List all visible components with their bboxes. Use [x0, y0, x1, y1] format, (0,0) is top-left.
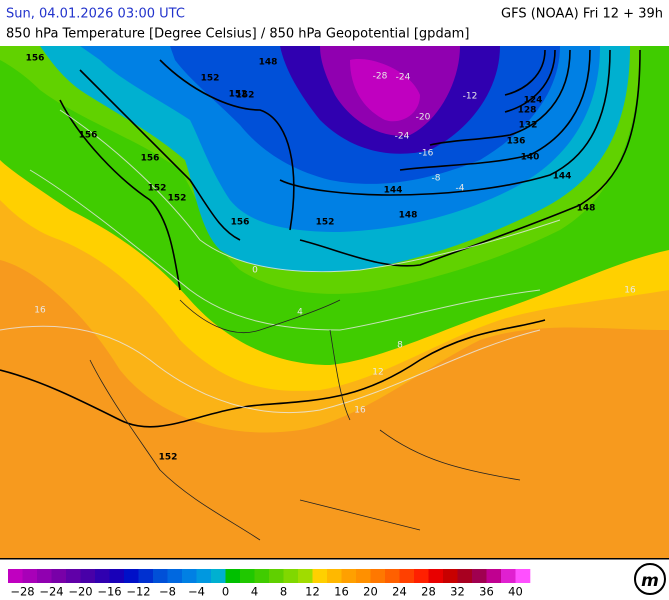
contour-label: 152	[159, 453, 178, 463]
legend-label: 40	[508, 585, 523, 599]
isotherm-label: 4	[297, 308, 303, 318]
legend-label: 24	[392, 585, 407, 599]
legend-label: −28	[10, 585, 34, 599]
contour-label: 148	[577, 204, 596, 214]
legend-label: 28	[421, 585, 436, 599]
legend-swatch	[370, 569, 386, 583]
contour-label: 144	[384, 186, 403, 196]
legend-swatch	[66, 569, 81, 583]
contour-label: 148	[399, 211, 418, 221]
isotherm-label: 16	[354, 406, 366, 416]
legend-label: 16	[334, 585, 349, 599]
legend-swatch	[515, 569, 531, 583]
isotherm-label: -24	[395, 132, 410, 142]
legend-swatch	[51, 569, 67, 583]
isotherm-label: 16	[624, 286, 636, 296]
legend-swatch	[501, 569, 516, 583]
contour-label: 128	[518, 106, 537, 116]
legend-swatch	[486, 569, 502, 583]
legend-swatch	[399, 569, 415, 583]
legend-swatch	[138, 569, 154, 583]
isotherm-label: 12	[372, 368, 383, 378]
legend-swatch	[95, 569, 110, 583]
legend-swatch	[124, 569, 139, 583]
legend-label: −20	[68, 585, 92, 599]
isotherm-label: -28	[373, 72, 388, 82]
map-border	[0, 558, 669, 560]
legend-label: 20	[363, 585, 378, 599]
contour-label: 152	[148, 184, 167, 194]
legend-label: 0	[222, 585, 229, 599]
legend-swatch	[211, 569, 226, 583]
legend-label: 36	[479, 585, 494, 599]
legend-swatch	[356, 569, 371, 583]
isotherm-label: 0	[252, 266, 258, 276]
legend-label: −16	[97, 585, 121, 599]
legend-swatch	[283, 569, 299, 583]
legend-label: −24	[39, 585, 63, 599]
legend-swatch	[428, 569, 444, 583]
legend-swatch	[269, 569, 284, 583]
contour-label: 152	[201, 74, 220, 84]
legend-swatch	[22, 569, 38, 583]
contour-label: 152	[236, 91, 255, 101]
map	[0, 46, 669, 558]
contour-label: 136	[507, 137, 526, 147]
legend-swatch	[457, 569, 473, 583]
logo: m	[634, 563, 666, 595]
legend-label: 8	[280, 585, 287, 599]
contour-label: 156	[141, 154, 160, 164]
legend-swatch	[80, 569, 96, 583]
subtitle: 850 hPa Temperature [Degree Celsius] / 8…	[6, 27, 469, 42]
legend-swatch	[37, 569, 52, 583]
legend-label: 4	[251, 585, 258, 599]
svg-text:m: m	[641, 571, 659, 591]
isotherm-label: -20	[416, 113, 431, 123]
isotherm-label: -4	[456, 184, 465, 194]
isotherm-label: -24	[396, 73, 411, 83]
legend-swatch	[240, 569, 255, 583]
legend-swatch	[182, 569, 197, 583]
contour-label: 124	[524, 96, 543, 106]
contour-label: 140	[521, 153, 540, 163]
isotherm-label: -12	[463, 92, 478, 102]
legend-swatch	[8, 569, 23, 583]
legend-swatch	[196, 569, 212, 583]
legend-swatch	[167, 569, 183, 583]
isotherm-label: -8	[432, 174, 441, 184]
contour-label: 156	[26, 54, 45, 64]
contour-label: 132	[519, 121, 538, 131]
legend-swatch	[254, 569, 270, 583]
contour-label: 144	[553, 172, 572, 182]
contour-label: 156	[79, 131, 98, 141]
legend-swatch	[153, 569, 168, 583]
date: Sun, 04.01.2026 03:00 UTC	[6, 7, 185, 22]
legend-label: 32	[450, 585, 465, 599]
contour-label: 156	[231, 218, 250, 228]
legend-swatch	[385, 569, 400, 583]
legend-label: −12	[126, 585, 150, 599]
legend-label: 12	[305, 585, 320, 599]
legend-swatch	[312, 569, 328, 583]
legend-swatch	[472, 569, 487, 583]
contour-label: 152	[168, 194, 187, 204]
isotherm-label: -16	[419, 149, 434, 159]
legend-swatch	[225, 569, 241, 583]
model: GFS (NOAA) Fri 12 + 39h	[501, 7, 663, 22]
isotherm-label: 16	[34, 306, 46, 316]
legend-swatch	[298, 569, 313, 583]
legend-swatch	[414, 569, 429, 583]
legend-swatch	[327, 569, 342, 583]
legend-swatch	[443, 569, 458, 583]
contour-label: 152	[229, 90, 248, 100]
contour-label: 152	[316, 218, 335, 228]
legend-swatch	[109, 569, 125, 583]
contour-label: 148	[259, 58, 278, 68]
isotherm-label: 8	[397, 341, 403, 351]
legend-swatch	[341, 569, 357, 583]
legend-label: −8	[159, 585, 176, 599]
legend-label: −4	[188, 585, 205, 599]
